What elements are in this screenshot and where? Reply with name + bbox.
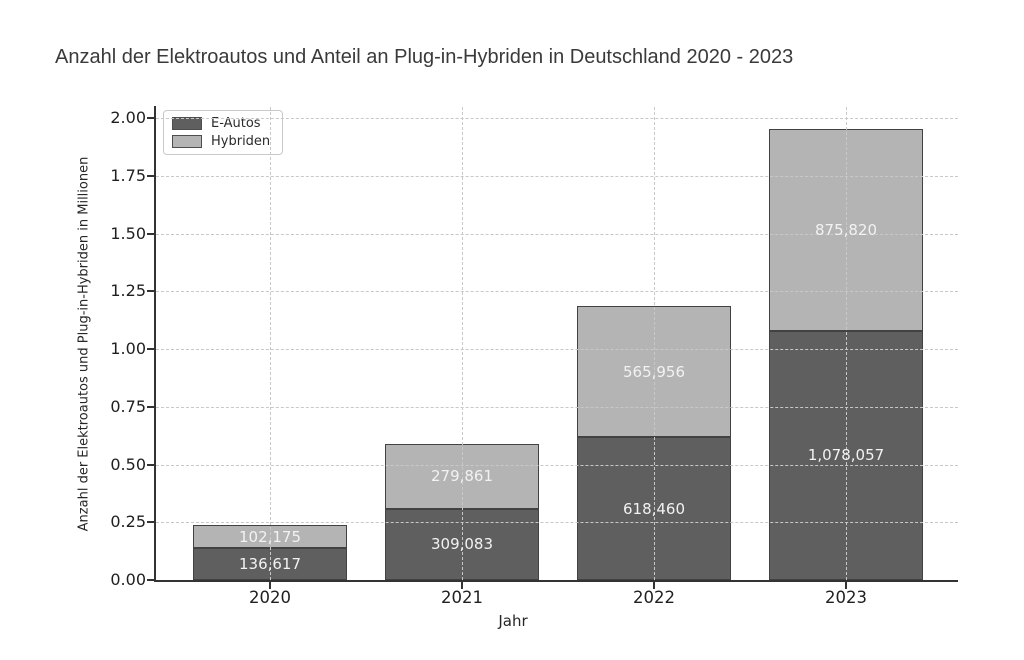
x-tick-mark	[845, 582, 847, 589]
legend: E-Autos Hybriden	[163, 110, 284, 155]
y-tick-mark	[147, 232, 154, 235]
legend-label-e-autos: E-Autos	[211, 116, 261, 131]
y-tick-label: 2.00	[110, 108, 146, 127]
gridline-horizontal	[156, 118, 958, 119]
y-tick-mark	[147, 290, 154, 293]
y-tick-mark	[147, 521, 154, 524]
y-tick-mark	[147, 405, 154, 408]
gridline-horizontal	[156, 406, 958, 408]
x-axis-label: Jahr	[498, 612, 528, 630]
y-tick-label: 0.50	[110, 454, 146, 474]
y-tick-mark	[147, 174, 154, 177]
y-tick-label: 1.25	[110, 281, 146, 301]
gridline-horizontal	[156, 464, 958, 466]
y-tick-label: 1.00	[110, 339, 146, 358]
x-tick-mark	[653, 582, 655, 589]
legend-item-hybriden: Hybriden	[172, 135, 270, 148]
gridline-horizontal	[156, 349, 958, 350]
gridline-vertical	[654, 107, 655, 580]
x-tick-mark	[269, 582, 271, 589]
y-tick-label: 1.50	[110, 223, 146, 243]
bar-value-label-e-autos-2023: 1,078,057	[807, 446, 885, 465]
bar-value-label-e-autos-2021: 309,083	[430, 535, 494, 554]
x-tick-label-2023: 2023	[825, 588, 867, 607]
gridline-vertical	[846, 107, 847, 580]
y-tick-mark	[147, 463, 154, 466]
y-axis-line	[154, 106, 156, 582]
legend-item-e-autos: E-Autos	[172, 117, 270, 130]
x-tick-label-2020: 2020	[249, 588, 291, 607]
bar-value-label-hybriden-2020: 102,175	[238, 527, 302, 546]
gridline-horizontal	[156, 233, 958, 235]
y-tick-mark	[147, 579, 154, 581]
x-axis-line	[154, 580, 958, 582]
x-tick-label-2022: 2022	[633, 588, 675, 607]
bar-value-label-e-autos-2020: 136,617	[238, 555, 302, 574]
y-tick-label: 0.00	[110, 570, 146, 589]
gridline-horizontal	[156, 175, 958, 177]
gridline-vertical	[270, 107, 271, 580]
bar-value-label-hybriden-2023: 875,820	[814, 220, 878, 239]
gridline-vertical	[462, 107, 463, 580]
y-tick-label: 0.25	[110, 512, 146, 532]
x-tick-mark	[461, 582, 463, 589]
legend-swatch-e-autos	[172, 117, 202, 130]
bar-value-label-hybriden-2021: 279,861	[430, 467, 494, 486]
gridline-horizontal	[156, 291, 958, 293]
y-tick-label: 0.75	[110, 396, 146, 416]
y-tick-label: 1.75	[110, 165, 146, 185]
legend-label-hybriden: Hybriden	[211, 134, 271, 149]
gridline-horizontal	[156, 522, 958, 524]
y-tick-mark	[147, 117, 154, 119]
legend-swatch-hybriden	[172, 135, 202, 148]
y-tick-mark	[147, 348, 154, 350]
chart-title: Anzahl der Elektroautos und Anteil an Pl…	[55, 46, 794, 68]
x-tick-label-2021: 2021	[441, 588, 483, 607]
bar-value-label-hybriden-2022: 565,956	[622, 362, 686, 381]
bar-value-label-e-autos-2022: 618,460	[622, 499, 686, 518]
